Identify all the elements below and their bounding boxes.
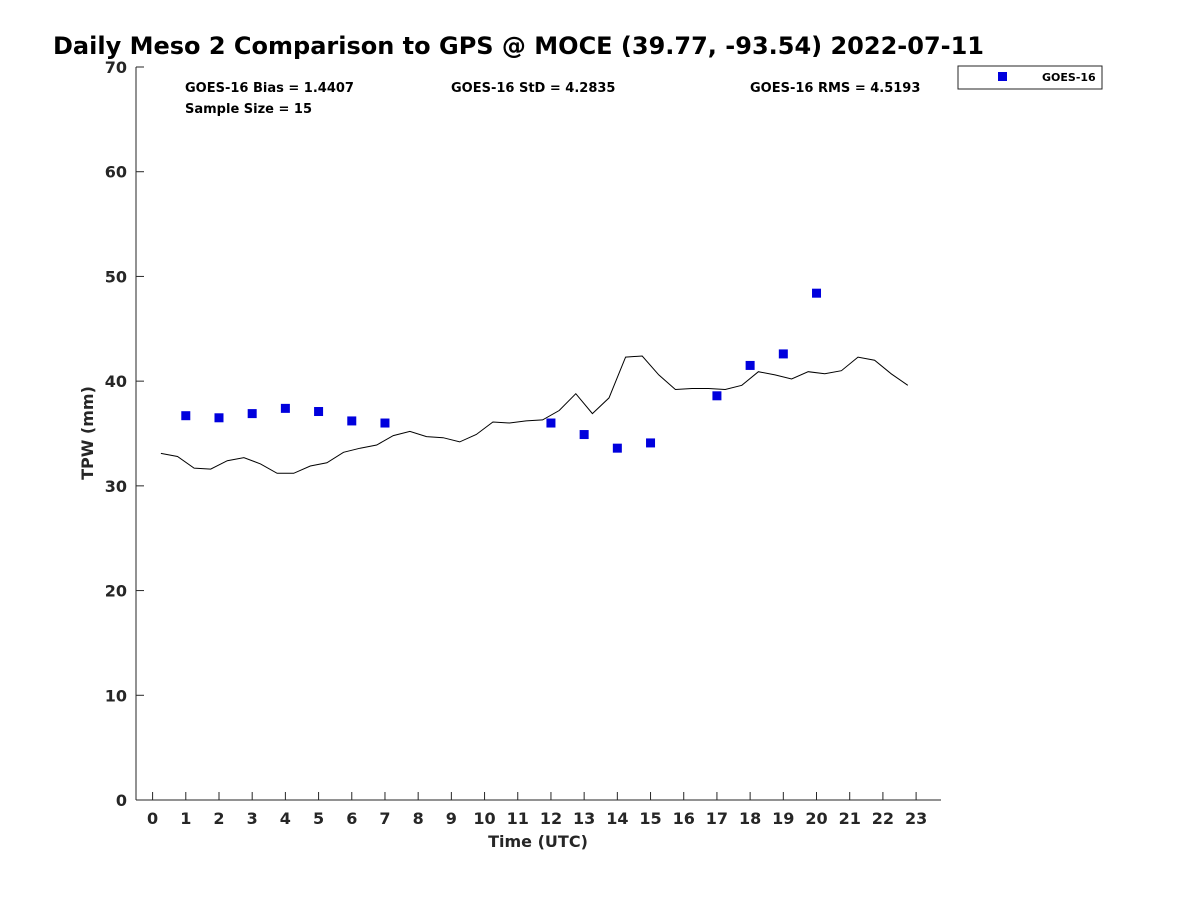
goes16-point bbox=[612, 443, 622, 453]
y-ticks: 0 10 20 30 40 50 60 70 bbox=[105, 58, 144, 810]
x-tick-label: 22 bbox=[872, 809, 894, 828]
y-tick-label: 30 bbox=[105, 477, 127, 496]
y-tick-label: 50 bbox=[105, 267, 127, 286]
legend-label-goes16: GOES-16 bbox=[1042, 71, 1096, 84]
goes16-point bbox=[546, 418, 556, 428]
goes16-point bbox=[579, 430, 589, 440]
y-tick-label: 70 bbox=[105, 58, 127, 77]
y-tick-label: 20 bbox=[105, 582, 127, 601]
goes16-point bbox=[314, 407, 324, 417]
x-tick-label: 13 bbox=[573, 809, 595, 828]
goes16-point bbox=[712, 391, 722, 401]
goes16-point bbox=[646, 438, 656, 448]
x-tick-label: 4 bbox=[280, 809, 291, 828]
x-tick-label: 5 bbox=[313, 809, 324, 828]
gps-series bbox=[160, 355, 909, 474]
x-tick-label: 16 bbox=[673, 809, 695, 828]
y-tick-label: 0 bbox=[116, 791, 127, 810]
y-axis-label: TPW (mm) bbox=[78, 386, 97, 480]
legend: GOES-16 bbox=[957, 65, 1103, 90]
x-tick-label: 3 bbox=[247, 809, 258, 828]
x-tick-label: 2 bbox=[213, 809, 224, 828]
x-tick-label: 9 bbox=[446, 809, 457, 828]
goes16-point bbox=[347, 416, 357, 426]
goes16-point bbox=[280, 403, 290, 413]
chart-title: Daily Meso 2 Comparison to GPS @ MOCE (3… bbox=[53, 32, 984, 60]
goes16-series bbox=[181, 288, 822, 453]
x-tick-label: 0 bbox=[147, 809, 158, 828]
goes16-point bbox=[214, 413, 224, 423]
goes16-point bbox=[181, 411, 191, 421]
y-tick-label: 40 bbox=[105, 372, 127, 391]
rms-annotation: GOES-16 RMS = 4.5193 bbox=[750, 81, 920, 96]
x-tick-label: 10 bbox=[473, 809, 495, 828]
y-tick-label: 10 bbox=[105, 686, 127, 705]
goes16-point bbox=[812, 288, 822, 298]
x-tick-label: 7 bbox=[379, 809, 390, 828]
goes16-point bbox=[778, 349, 788, 359]
y-tick-label: 60 bbox=[105, 163, 127, 182]
x-tick-label: 17 bbox=[706, 809, 728, 828]
bias-annotation: GOES-16 Bias = 1.4407 bbox=[185, 81, 354, 96]
x-tick-label: 11 bbox=[507, 809, 529, 828]
legend-marker-square-icon bbox=[998, 72, 1007, 81]
x-tick-label: 21 bbox=[839, 809, 861, 828]
std-annotation: GOES-16 StD = 4.2835 bbox=[451, 81, 615, 96]
x-tick-label: 6 bbox=[346, 809, 357, 828]
goes16-point bbox=[247, 409, 257, 419]
x-tick-label: 12 bbox=[540, 809, 562, 828]
gps-line bbox=[160, 355, 909, 474]
x-tick-label: 19 bbox=[772, 809, 794, 828]
x-ticks: 0 1 2 3 4 5 6 7 8 9 10 11 12 13 14 15 16 17 18 19 20 21 22 23 bbox=[147, 792, 927, 828]
x-axis-label: Time (UTC) bbox=[488, 832, 588, 851]
x-tick-label: 15 bbox=[639, 809, 661, 828]
x-tick-label: 18 bbox=[739, 809, 761, 828]
sample-size-annotation: Sample Size = 15 bbox=[185, 102, 312, 117]
legend-box bbox=[957, 65, 1103, 90]
x-tick-label: 20 bbox=[805, 809, 827, 828]
x-tick-label: 23 bbox=[905, 809, 927, 828]
x-tick-label: 14 bbox=[606, 809, 628, 828]
goes16-point bbox=[745, 360, 755, 370]
x-tick-label: 8 bbox=[413, 809, 424, 828]
x-tick-label: 1 bbox=[180, 809, 191, 828]
goes16-point bbox=[380, 418, 390, 428]
